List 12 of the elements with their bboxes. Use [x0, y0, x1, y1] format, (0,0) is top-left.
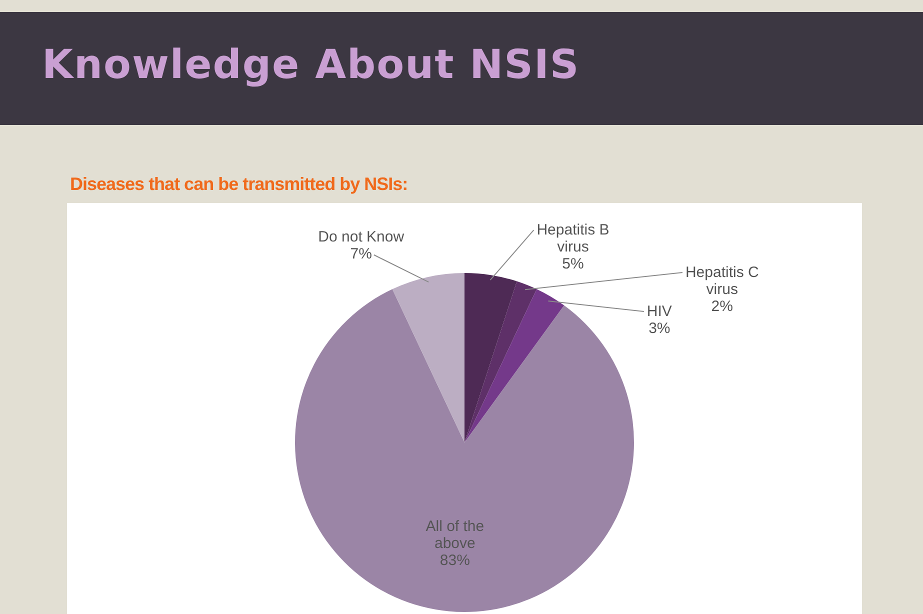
chart-subtitle: Diseases that can be transmitted by NSIs: — [70, 174, 408, 195]
data-label: 2% — [711, 298, 733, 316]
chart-title: Knowledge About NSIS — [42, 42, 580, 88]
slice-label: All of the above — [426, 518, 484, 552]
slice-label: Do not Know — [318, 228, 404, 246]
slice-label: HIV — [646, 303, 672, 320]
slice-label: Hepatitis C virus — [685, 264, 759, 298]
data-label: 83% — [440, 552, 470, 569]
data-label: 3% — [648, 320, 670, 338]
data-label: 7% — [350, 246, 372, 263]
data-label: 5% — [562, 256, 584, 273]
slice-label: Hepatitis B virus — [536, 222, 610, 256]
